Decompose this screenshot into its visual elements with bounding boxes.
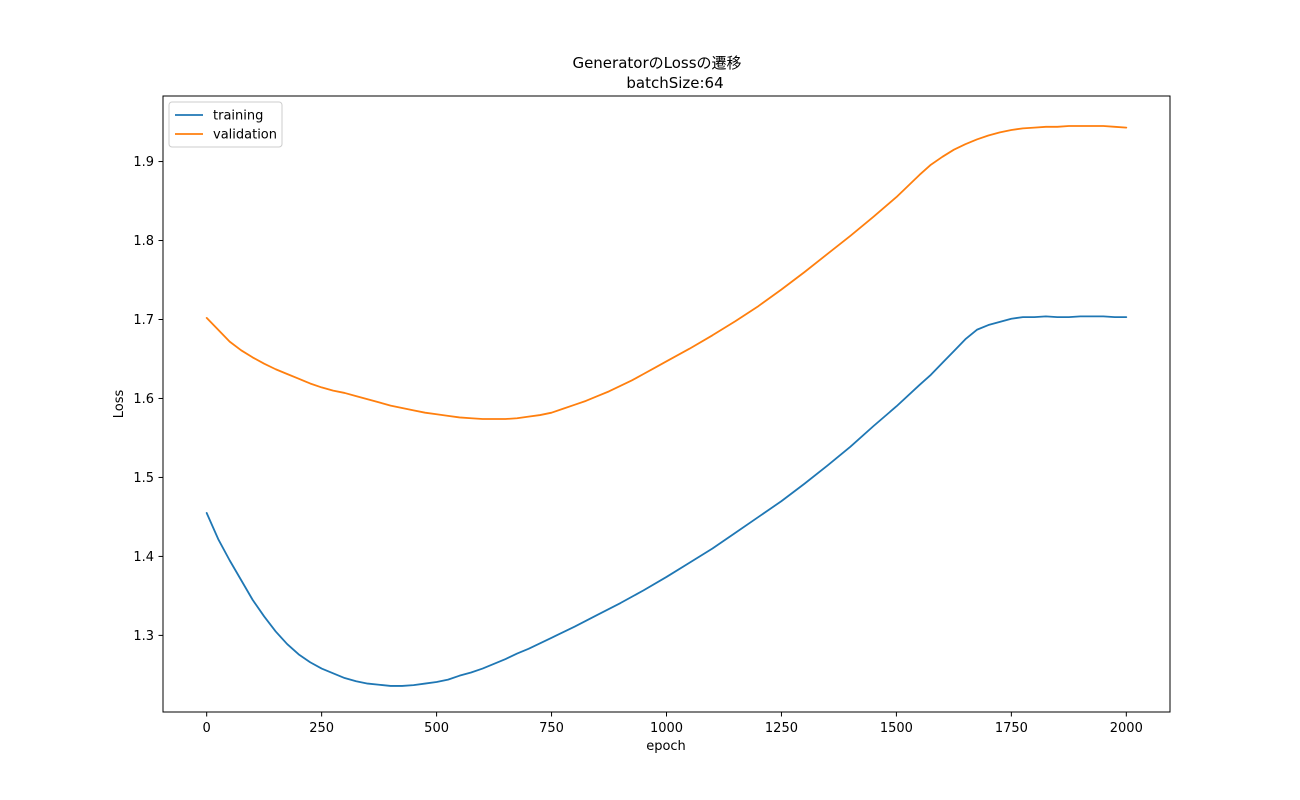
x-tick-label: 750: [539, 721, 564, 736]
legend-label-training: training: [213, 109, 263, 124]
x-tick-label: 0: [203, 721, 211, 736]
legend-box: [168, 101, 283, 148]
y-axis-label: Loss: [112, 390, 127, 419]
chart-title: GeneratorのLossの遷移: [572, 54, 741, 72]
y-tick-label: 1.5: [133, 471, 154, 486]
x-tick-label: 2000: [1110, 721, 1143, 736]
y-axis: 1.3 1.4 1.5 1.6 1.7 1.8 1.9: [133, 155, 163, 644]
chart-title-group: GeneratorのLossの遷移 batchSize:64: [572, 54, 741, 92]
series-layer: [205, 125, 1128, 687]
y-tick-label: 1.9: [133, 155, 154, 170]
series-line-training: [205, 315, 1128, 687]
chart-subtitle: batchSize:64: [626, 74, 723, 92]
x-axis-label: epoch: [646, 739, 686, 754]
y-tick-label: 1.8: [133, 234, 154, 249]
series-line-validation: [205, 125, 1128, 420]
legend: training validation: [168, 101, 283, 148]
plot-area-frame: [162, 95, 1171, 713]
y-tick-label: 1.3: [133, 629, 154, 644]
x-tick-label: 1250: [765, 721, 798, 736]
x-tick-label: 1750: [995, 721, 1028, 736]
x-axis: 0 250 500 750 1000 1250 1500 1750 2000: [203, 712, 1143, 736]
x-tick-label: 250: [309, 721, 334, 736]
y-tick-label: 1.4: [133, 550, 154, 565]
y-tick-label: 1.7: [133, 313, 154, 328]
y-tick-label: 1.6: [133, 392, 154, 407]
x-tick-label: 500: [424, 721, 449, 736]
x-tick-label: 1000: [650, 721, 683, 736]
x-tick-label: 1500: [880, 721, 913, 736]
legend-label-validation: validation: [213, 128, 277, 143]
